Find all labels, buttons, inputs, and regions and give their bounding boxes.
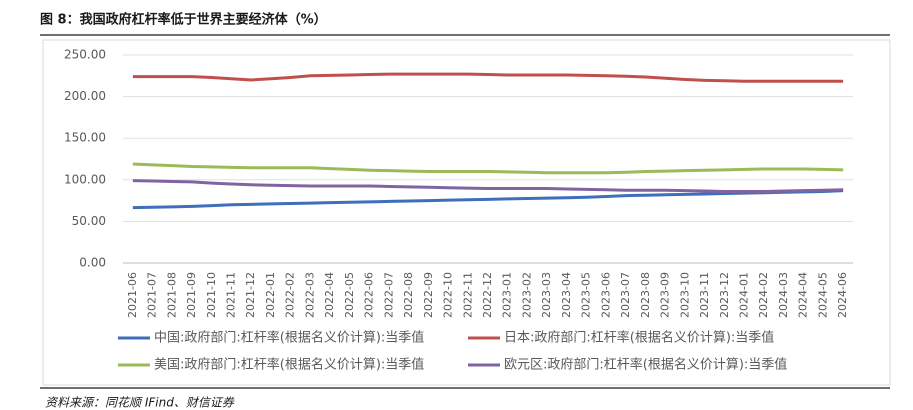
x-tick-label: 2024-02	[757, 272, 770, 318]
x-tick-label: 2022-03	[303, 272, 316, 318]
x-tick-label: 2021-09	[185, 272, 198, 318]
x-tick-label: 2022-04	[323, 272, 336, 318]
x-tick-label: 2023-10	[678, 272, 691, 318]
x-tick-label: 2024-04	[797, 272, 810, 318]
x-tick-label: 2022-11	[461, 272, 474, 318]
chart-title: 图 8：我国政府杠杆率低于世界主要经济体（%）	[40, 12, 327, 28]
x-tick-label: 2023-03	[540, 272, 553, 318]
x-tick-label: 2022-05	[343, 272, 356, 318]
y-tick-label: 150.00	[64, 131, 106, 145]
x-tick-label: 2024-06	[836, 272, 849, 318]
x-tick-label: 2021-06	[126, 272, 139, 318]
x-tick-label: 2024-01	[737, 272, 750, 318]
series-line	[132, 179, 844, 193]
x-tick-label: 2024-03	[777, 272, 790, 318]
x-tick-label: 2021-08	[165, 272, 178, 318]
x-tick-label: 2023-09	[659, 272, 672, 318]
x-tick-label: 2022-07	[382, 272, 395, 318]
x-tick-label: 2023-07	[619, 272, 632, 318]
x-tick-label: 2022-01	[264, 272, 277, 318]
series-line	[132, 72, 844, 83]
x-tick-label: 2023-11	[698, 272, 711, 318]
x-tick-label: 2023-08	[639, 272, 652, 318]
series-line	[132, 162, 844, 175]
legend-label: 中国:政府部门:杠杆率(根据名义价计算):当季值	[154, 330, 424, 346]
x-tick-label: 2021-11	[225, 272, 238, 318]
x-tick-label: 2023-06	[599, 272, 612, 318]
x-tick-label: 2023-02	[520, 272, 533, 318]
x-tick-label: 2023-05	[580, 272, 593, 318]
x-tick-label: 2021-12	[244, 272, 257, 318]
y-tick-label: 250.00	[64, 48, 106, 62]
x-tick-label: 2021-10	[205, 272, 218, 318]
x-tick-label: 2023-12	[718, 272, 731, 318]
x-tick-label: 2022-09	[422, 272, 435, 318]
y-tick-label: 100.00	[64, 172, 106, 186]
x-tick-label: 2022-08	[402, 272, 415, 318]
x-tick-label: 2023-04	[560, 272, 573, 318]
y-tick-label: 50.00	[72, 214, 106, 228]
x-tick-label: 2024-05	[816, 272, 829, 318]
legend-label: 日本:政府部门:杠杆率(根据名义价计算):当季值	[504, 330, 774, 346]
x-tick-label: 2021-07	[146, 272, 159, 318]
series-line	[132, 189, 844, 210]
legend-label: 美国:政府部门:杠杆率(根据名义价计算):当季值	[154, 357, 424, 373]
y-tick-label: 0.00	[79, 256, 106, 270]
y-tick-label: 200.00	[64, 89, 106, 103]
x-tick-label: 2022-02	[284, 272, 297, 318]
x-tick-label: 2022-10	[442, 272, 455, 318]
x-tick-label: 2023-01	[501, 272, 514, 318]
chart-frame	[42, 39, 891, 386]
legend-label: 欧元区:政府部门:杠杆率(根据名义价计算):当季值	[504, 357, 787, 373]
x-tick-label: 2022-06	[363, 272, 376, 318]
source-note: 资料来源：同花顺 IFind、财信证券	[45, 396, 235, 410]
x-tick-label: 2022-12	[481, 272, 494, 318]
